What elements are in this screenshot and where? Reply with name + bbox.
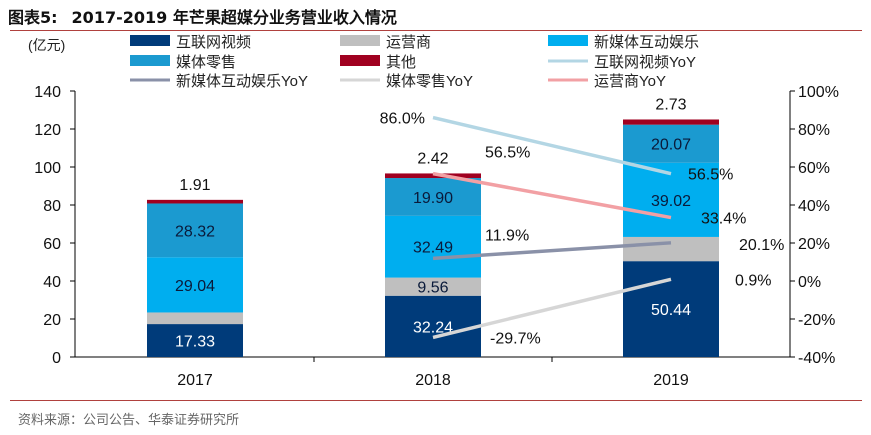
y-tick-label: 120	[34, 122, 61, 139]
bar-segment	[147, 257, 243, 313]
bar-segment	[147, 324, 243, 357]
y-tick-label: 0	[52, 350, 61, 367]
yoy-value-label: 56.5%	[485, 145, 530, 162]
yoy-value-label: -29.7%	[490, 330, 541, 347]
legend-swatch	[130, 35, 170, 46]
yoy-value-label: 86.0%	[380, 111, 425, 128]
yoy-line	[432, 171, 672, 220]
legend-label: 运营商	[386, 34, 431, 51]
bar-value-label: 29.04	[175, 278, 215, 295]
bar-value-label: 2.73	[655, 96, 686, 113]
legend-label: 新媒体互动娱乐	[594, 34, 699, 51]
y2-tick-label: 80%	[798, 122, 830, 139]
legend-label: 媒体零售YoY	[386, 73, 473, 90]
y-tick-label: 80	[43, 198, 61, 215]
bar-value-label: 1.91	[179, 177, 210, 194]
bar-value-label: 2.42	[417, 150, 448, 167]
y2-tick-label: 100%	[798, 84, 839, 101]
legend-label: 运营商YoY	[594, 73, 666, 90]
yoy-value-label: 56.5%	[688, 167, 733, 184]
bar-segment	[385, 215, 481, 278]
legend-label: 其他	[386, 54, 416, 71]
bar-value-label: 20.07	[651, 137, 691, 154]
x-tick-label: 2017	[177, 372, 213, 389]
bar-segment	[623, 119, 719, 125]
yoy-line	[432, 115, 672, 176]
x-tick-label: 2019	[653, 372, 689, 389]
yoy-line	[432, 277, 672, 340]
y2-tick-label: 20%	[798, 236, 830, 253]
yoy-value-label: 0.9%	[735, 272, 771, 289]
bar-segment	[623, 236, 719, 262]
legend-label: 互联网视频	[176, 34, 251, 51]
yoy-value-label: 11.9%	[485, 227, 529, 244]
bar-segment	[385, 173, 481, 179]
figure-label: 图表5:	[8, 8, 58, 27]
legend-swatch	[548, 35, 588, 46]
bar-segment	[385, 178, 481, 216]
y-tick-label: 20	[43, 312, 61, 329]
bar-value-label: 19.90	[413, 190, 453, 207]
bar-segment	[147, 312, 243, 325]
bar-segment	[147, 203, 243, 258]
y-tick-label: 140	[34, 84, 61, 101]
figure-title-text: 2017-2019 年芒果超媒分业务营业收入情况	[71, 8, 397, 27]
x-tick-label: 2018	[415, 372, 451, 389]
y2-tick-label: -20%	[798, 312, 835, 329]
legend-swatch	[130, 55, 170, 66]
bar-segment	[623, 162, 719, 237]
legend-label: 互联网视频YoY	[594, 54, 696, 71]
bar-segment	[623, 261, 719, 357]
bar-value-label: 32.24	[413, 319, 453, 336]
y-tick-label: 40	[43, 274, 61, 291]
bar-value-label: 28.32	[175, 223, 215, 240]
bar-value-label: 39.02	[651, 193, 691, 210]
bar-value-label: 9.56	[417, 280, 448, 297]
legend-swatch	[340, 35, 380, 46]
footer-divider	[10, 400, 862, 401]
y-tick-label: 60	[43, 236, 61, 253]
figure-title: 图表5: 2017-2019 年芒果超媒分业务营业收入情况	[8, 4, 411, 28]
bar-segment	[147, 199, 243, 204]
y2-tick-label: 40%	[798, 198, 830, 215]
y2-tick-label: 0%	[798, 274, 821, 291]
bar-segment	[385, 277, 481, 296]
bar-value-label: 32.49	[413, 240, 453, 257]
title-divider	[10, 30, 862, 31]
yoy-line	[432, 241, 672, 261]
y-axis-unit-label: (亿元)	[28, 37, 65, 53]
y2-tick-label: 60%	[798, 160, 830, 177]
legend-label: 新媒体互动娱乐YoY	[176, 73, 308, 90]
yoy-value-label: 20.1%	[739, 237, 784, 254]
bar-segment	[385, 295, 481, 357]
y2-tick-label: -40%	[798, 350, 835, 367]
legend-label: 媒体零售	[176, 54, 236, 71]
bar-value-label: 50.44	[651, 302, 691, 319]
yoy-value-label: 33.4%	[701, 211, 746, 228]
y-tick-label: 100	[34, 160, 61, 177]
legend-swatch	[340, 55, 380, 66]
bar-segment	[623, 124, 719, 163]
bar-value-label: 17.33	[175, 334, 215, 351]
source-note: 资料来源：公司公告、华泰证券研究所	[18, 413, 240, 428]
